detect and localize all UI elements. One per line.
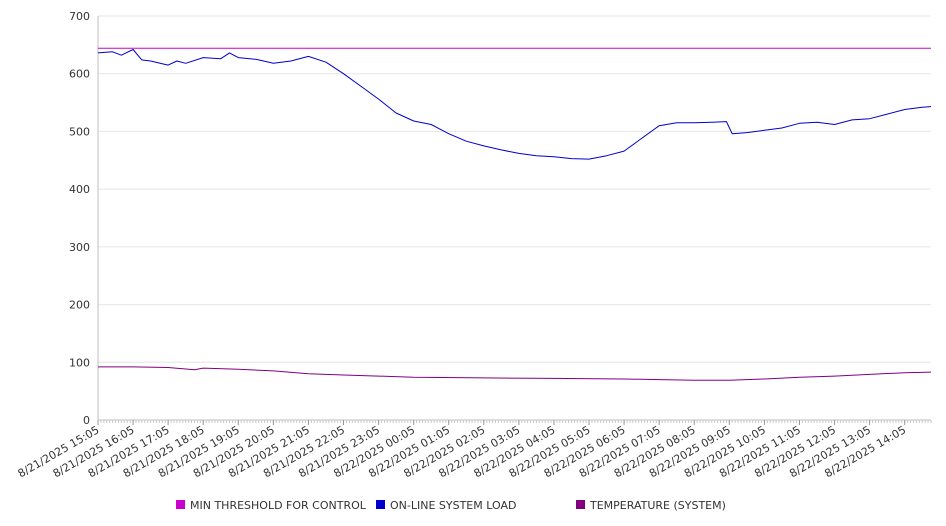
x-axis-ticks: 8/21/2025 15:058/21/2025 16:058/21/2025 … — [16, 420, 932, 480]
y-tick-label: 500 — [69, 125, 90, 138]
y-tick-label: 700 — [69, 10, 90, 23]
series-line-1 — [97, 49, 932, 160]
y-tick-label: 400 — [69, 183, 90, 196]
series-line-2 — [98, 366, 932, 381]
legend-label: MIN THRESHOLD FOR CONTROL — [190, 499, 367, 512]
legend: MIN THRESHOLD FOR CONTROL ON-LINE SYSTEM … — [176, 499, 726, 512]
legend-swatch — [376, 500, 385, 509]
series-lines — [97, 47, 932, 381]
y-tick-label: 300 — [69, 241, 90, 254]
y-tick-label: 100 — [69, 356, 90, 369]
legend-swatch — [176, 500, 185, 509]
legend-label: TEMPERATURE (SYSTEM) — [589, 499, 726, 512]
gridlines — [97, 15, 931, 421]
y-tick-label: 200 — [69, 299, 90, 312]
y-axis-ticks: 0 100 200 300 400 500 600 700 — [69, 10, 90, 427]
legend-swatch — [576, 500, 585, 509]
y-tick-label: 600 — [69, 68, 90, 81]
legend-label: ON-LINE SYSTEM LOAD — [390, 499, 516, 512]
y-tick-label: 0 — [83, 414, 90, 427]
